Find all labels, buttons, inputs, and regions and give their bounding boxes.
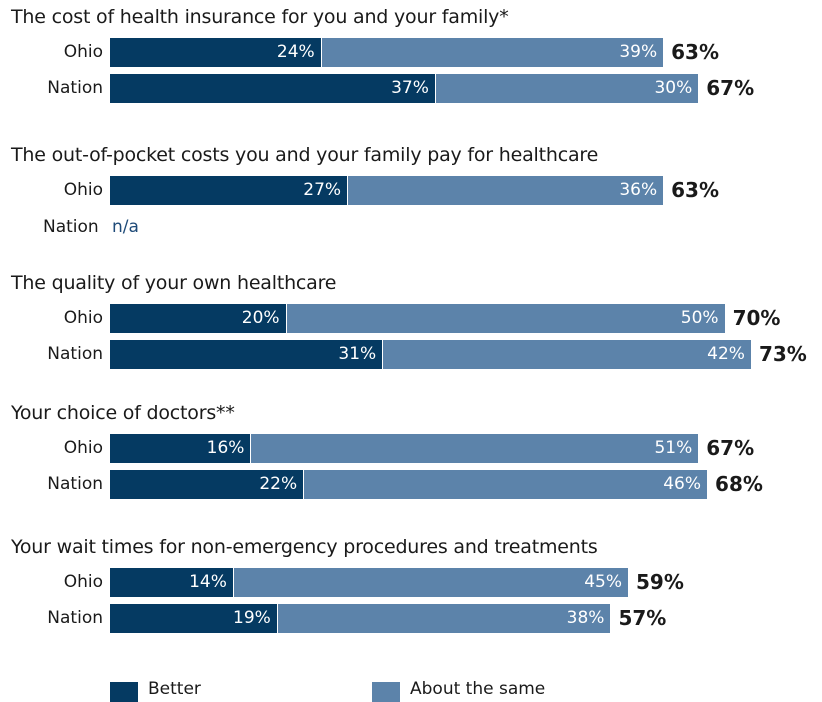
- bar-value-label: 24%: [276, 42, 315, 62]
- bar-value-label: 51%: [654, 438, 693, 458]
- row-label: Ohio: [63, 180, 103, 200]
- bar-segment-same: 46%: [303, 470, 708, 499]
- bar-total-label: 73%: [758, 342, 807, 366]
- group-title: The quality of your own healthcare: [11, 272, 337, 294]
- bar-value-label: 30%: [654, 78, 693, 98]
- legend-swatch: [372, 682, 400, 702]
- group-title: The out-of-pocket costs you and your fam…: [11, 144, 599, 166]
- row-label: Nation: [47, 78, 103, 98]
- row-label: Nation: [47, 344, 103, 364]
- bar-segment-better: 22%: [110, 470, 304, 499]
- bar-total-label: 59%: [636, 570, 684, 594]
- bar-total-label: 67%: [706, 76, 755, 100]
- row-label: Ohio: [63, 42, 103, 62]
- bar-value-label: 36%: [619, 180, 658, 200]
- bar-value-label: 37%: [391, 78, 429, 98]
- row-label: Ohio: [63, 572, 103, 592]
- bar-total-label: 63%: [671, 178, 719, 202]
- bar-segment-same: 30%: [434, 74, 699, 103]
- bar-segment-better: 31%: [110, 340, 383, 369]
- row-label: Ohio: [63, 308, 103, 328]
- bar-value-label: 45%: [584, 572, 622, 592]
- group-title: The cost of health insurance for you and…: [11, 6, 509, 28]
- bar-value-label: 38%: [566, 608, 605, 628]
- bar-segment-better: 27%: [110, 176, 348, 205]
- bar-value-label: 20%: [241, 308, 280, 328]
- bar-segment-better: 16%: [110, 434, 251, 463]
- group-title: Your wait times for non-emergency proced…: [11, 536, 598, 558]
- bar-segment-better: 20%: [110, 304, 286, 333]
- bar-segment-better: 37%: [110, 74, 435, 103]
- legend-label: Better: [148, 679, 201, 699]
- row-label: Nation: [43, 217, 99, 237]
- bar-segment-better: 14%: [110, 568, 233, 597]
- bar-total-label: 63%: [671, 40, 719, 64]
- bar-value-label: 42%: [707, 344, 745, 364]
- bar-segment-better: 19%: [110, 604, 277, 633]
- bar-total-label: 70%: [732, 306, 781, 330]
- not-available-label: n/a: [112, 217, 139, 237]
- bar-segment-same: 39%: [320, 38, 664, 67]
- bar-value-label: 46%: [663, 474, 702, 494]
- legend-swatch: [110, 682, 138, 702]
- bar-value-label: 16%: [206, 438, 245, 458]
- group-title: Your choice of doctors**: [11, 402, 235, 424]
- bar-value-label: 31%: [338, 344, 377, 364]
- row-label: Nation: [47, 474, 103, 494]
- legend-label: About the same: [410, 679, 546, 699]
- bar-segment-same: 50%: [285, 304, 725, 333]
- bar-value-label: 50%: [680, 308, 719, 328]
- bar-value-label: 19%: [233, 608, 271, 628]
- row-label: Nation: [47, 608, 103, 628]
- bar-segment-same: 36%: [347, 176, 664, 205]
- bar-value-label: 14%: [189, 572, 227, 592]
- bar-segment-better: 24%: [110, 38, 321, 67]
- bar-total-label: 68%: [715, 472, 763, 496]
- bar-segment-same: 38%: [276, 604, 611, 633]
- bar-value-label: 27%: [303, 180, 342, 200]
- bar-value-label: 22%: [259, 474, 298, 494]
- row-label: Ohio: [63, 438, 103, 458]
- bar-total-label: 57%: [618, 606, 667, 630]
- bar-segment-same: 42%: [382, 340, 751, 369]
- bar-total-label: 67%: [706, 436, 755, 460]
- bar-segment-same: 51%: [250, 434, 699, 463]
- bar-segment-same: 45%: [232, 568, 628, 597]
- bar-value-label: 39%: [619, 42, 658, 62]
